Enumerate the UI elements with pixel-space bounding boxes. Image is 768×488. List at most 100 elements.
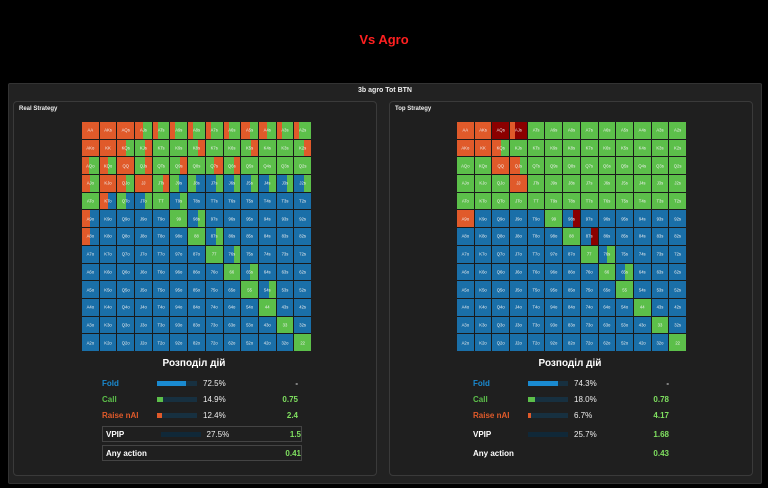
hand-cell-75s[interactable]: 75s [616, 245, 633, 263]
hand-cell-J4o[interactable]: J4o [510, 298, 527, 316]
hand-cell-Q5o[interactable]: Q5o [492, 281, 510, 298]
hand-cell-K9s[interactable]: K9s [170, 139, 188, 157]
hand-cell-AJs[interactable]: AJs [135, 122, 152, 139]
hand-cell-52s[interactable]: 52s [669, 281, 686, 298]
hand-cell-KQs[interactable]: KQs [117, 139, 135, 157]
hand-cell-33[interactable]: 33 [276, 316, 294, 334]
hand-cell-K4o[interactable]: K4o [474, 298, 492, 316]
hand-cell-77[interactable]: 77 [580, 245, 598, 263]
hand-cell-K6s[interactable]: K6s [223, 139, 241, 157]
hand-cell-Q3s[interactable]: Q3s [651, 157, 669, 175]
hand-cell-99[interactable]: 99 [545, 210, 563, 228]
hand-cell-K6s[interactable]: K6s [598, 139, 616, 157]
hand-cell-95o[interactable]: 95o [545, 281, 563, 298]
hand-cell-K3o[interactable]: K3o [99, 316, 117, 334]
hand-cell-53o[interactable]: 53o [616, 316, 633, 334]
hand-cell-75o[interactable]: 75o [205, 281, 223, 298]
hand-cell-K4s[interactable]: K4s [258, 139, 276, 157]
hand-cell-52o[interactable]: 52o [616, 334, 633, 351]
hand-cell-66[interactable]: 66 [223, 263, 241, 281]
hand-cell-A8s[interactable]: A8s [188, 122, 205, 139]
hand-cell-J3s[interactable]: J3s [276, 175, 294, 192]
hand-cell-86o[interactable]: 86o [188, 263, 205, 281]
hand-cell-97s[interactable]: 97s [205, 210, 223, 228]
hand-cell-95s[interactable]: 95s [241, 210, 258, 228]
hand-cell-J6s[interactable]: J6s [598, 175, 616, 192]
hand-cell-74o[interactable]: 74o [580, 298, 598, 316]
hand-cell-K8o[interactable]: K8o [99, 228, 117, 245]
hand-cell-T2o[interactable]: T2o [527, 334, 545, 351]
hand-cell-42o[interactable]: 42o [633, 334, 651, 351]
hand-cell-KTo[interactable]: KTo [474, 192, 492, 210]
hand-cell-T3o[interactable]: T3o [527, 316, 545, 334]
hand-cell-85o[interactable]: 85o [563, 281, 580, 298]
hand-cell-AKo[interactable]: AKo [82, 139, 99, 157]
hand-cell-Q5s[interactable]: Q5s [616, 157, 633, 175]
hand-cell-JTo[interactable]: JTo [510, 192, 527, 210]
hand-cell-A2s[interactable]: A2s [669, 122, 686, 139]
hand-cell-63o[interactable]: 63o [598, 316, 616, 334]
hand-cell-J4s[interactable]: J4s [633, 175, 651, 192]
hand-cell-AJs[interactable]: AJs [510, 122, 527, 139]
hand-cell-94s[interactable]: 94s [258, 210, 276, 228]
hand-cell-J8s[interactable]: J8s [563, 175, 580, 192]
hand-cell-J8o[interactable]: J8o [135, 228, 152, 245]
hand-cell-A9s[interactable]: A9s [545, 122, 563, 139]
hand-cell-75o[interactable]: 75o [580, 281, 598, 298]
hand-cell-Q7s[interactable]: Q7s [205, 157, 223, 175]
hand-cell-64s[interactable]: 64s [633, 263, 651, 281]
hand-cell-KQo[interactable]: KQo [99, 157, 117, 175]
hand-cell-AA[interactable]: AA [457, 122, 474, 139]
hand-cell-84o[interactable]: 84o [188, 298, 205, 316]
hand-cell-J9o[interactable]: J9o [510, 210, 527, 228]
hand-cell-T6s[interactable]: T6s [598, 192, 616, 210]
hand-cell-55[interactable]: 55 [241, 281, 258, 298]
hand-cell-KK[interactable]: KK [99, 139, 117, 157]
hand-cell-54o[interactable]: 54o [241, 298, 258, 316]
hand-cell-KJo[interactable]: KJo [474, 175, 492, 192]
hand-cell-87s[interactable]: 87s [580, 228, 598, 245]
hand-cell-K2s[interactable]: K2s [294, 139, 311, 157]
hand-cell-Q8o[interactable]: Q8o [117, 228, 135, 245]
hand-cell-J6o[interactable]: J6o [135, 263, 152, 281]
hand-cell-T8o[interactable]: T8o [152, 228, 170, 245]
hand-cell-42o[interactable]: 42o [258, 334, 276, 351]
hand-cell-KQo[interactable]: KQo [474, 157, 492, 175]
hand-cell-93s[interactable]: 93s [276, 210, 294, 228]
hand-cell-82o[interactable]: 82o [188, 334, 205, 351]
hand-cell-JJ[interactable]: JJ [135, 175, 152, 192]
hand-cell-43o[interactable]: 43o [633, 316, 651, 334]
hand-cell-K2o[interactable]: K2o [99, 334, 117, 351]
hand-cell-JJ[interactable]: JJ [510, 175, 527, 192]
hand-cell-QJo[interactable]: QJo [117, 175, 135, 192]
hand-cell-82s[interactable]: 82s [669, 228, 686, 245]
hand-cell-A2s[interactable]: A2s [294, 122, 311, 139]
hand-cell-98o[interactable]: 98o [545, 228, 563, 245]
hand-cell-J2s[interactable]: J2s [294, 175, 311, 192]
hand-cell-KK[interactable]: KK [474, 139, 492, 157]
hand-cell-65o[interactable]: 65o [598, 281, 616, 298]
hand-cell-32o[interactable]: 32o [276, 334, 294, 351]
hand-cell-QJs[interactable]: QJs [510, 157, 527, 175]
hand-cell-A3s[interactable]: A3s [651, 122, 669, 139]
hand-cell-QTs[interactable]: QTs [152, 157, 170, 175]
hand-cell-85s[interactable]: 85s [616, 228, 633, 245]
hand-cell-J8o[interactable]: J8o [510, 228, 527, 245]
hand-cell-74s[interactable]: 74s [258, 245, 276, 263]
hand-cell-J2o[interactable]: J2o [135, 334, 152, 351]
hand-cell-72o[interactable]: 72o [580, 334, 598, 351]
hand-cell-K5s[interactable]: K5s [241, 139, 258, 157]
hand-cell-Q9s[interactable]: Q9s [170, 157, 188, 175]
hand-cell-92o[interactable]: 92o [545, 334, 563, 351]
hand-cell-94s[interactable]: 94s [633, 210, 651, 228]
hand-cell-43s[interactable]: 43s [651, 298, 669, 316]
hand-cell-64s[interactable]: 64s [258, 263, 276, 281]
hand-cell-J5s[interactable]: J5s [241, 175, 258, 192]
hand-cell-T8o[interactable]: T8o [527, 228, 545, 245]
hand-cell-72s[interactable]: 72s [669, 245, 686, 263]
hand-cell-86s[interactable]: 86s [223, 228, 241, 245]
hand-cell-A3o[interactable]: A3o [82, 316, 99, 334]
hand-cell-Q6s[interactable]: Q6s [598, 157, 616, 175]
hand-cell-62o[interactable]: 62o [223, 334, 241, 351]
hand-cell-T4s[interactable]: T4s [258, 192, 276, 210]
